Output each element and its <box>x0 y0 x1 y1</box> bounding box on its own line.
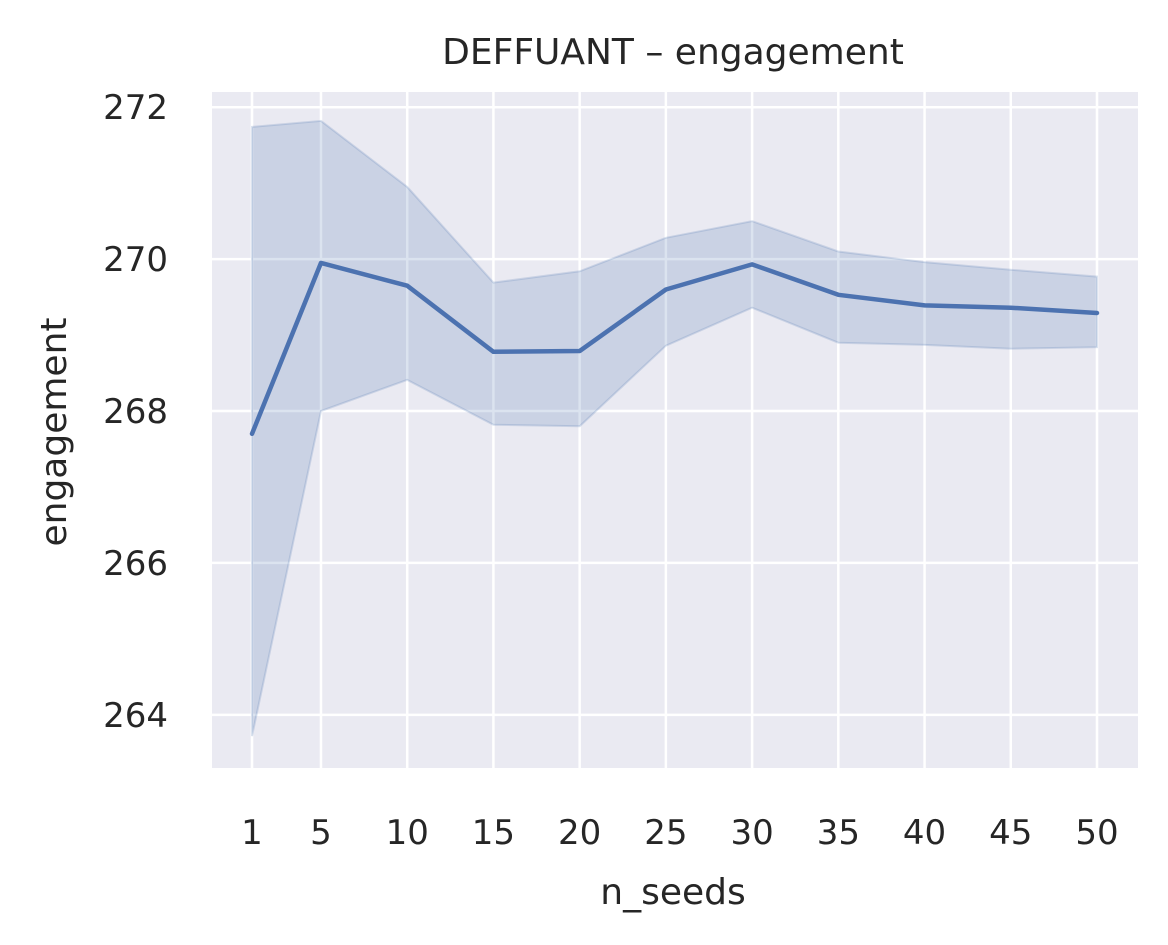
confidence-band-layer <box>251 119 1098 737</box>
y-tick-label: 264 <box>103 696 168 736</box>
x-tick-label: 30 <box>730 813 773 853</box>
chart-title: DEFFUANT – engagement <box>442 32 904 73</box>
y-tick-label: 268 <box>103 392 168 432</box>
x-tick-label: 15 <box>472 813 515 853</box>
grid-lines <box>212 92 1138 768</box>
x-tick-label: 50 <box>1075 813 1118 853</box>
x-tick-label: 25 <box>644 813 687 853</box>
x-tick-label: 10 <box>386 813 429 853</box>
x-tick-label: 20 <box>558 813 601 853</box>
x-tick-label: 35 <box>817 813 860 853</box>
y-tick-labels: 264 266 268 270 272 <box>103 88 168 736</box>
x-tick-label: 5 <box>310 813 332 853</box>
y-tick-label: 266 <box>103 544 168 584</box>
confidence-band <box>251 119 1098 737</box>
x-tick-labels: 1 5 10 15 20 25 30 35 40 45 50 <box>241 813 1118 853</box>
series-line <box>249 260 1100 437</box>
x-tick-label: 40 <box>903 813 946 853</box>
y-tick-label: 270 <box>103 240 168 280</box>
series-line-layer <box>249 260 1100 437</box>
x-tick-label: 45 <box>989 813 1032 853</box>
y-axis-title: engagement <box>34 317 75 546</box>
x-tick-label: 1 <box>241 813 263 853</box>
plot-area <box>212 92 1138 768</box>
x-axis-title: n_seeds <box>600 872 745 913</box>
y-tick-label: 272 <box>103 88 168 128</box>
